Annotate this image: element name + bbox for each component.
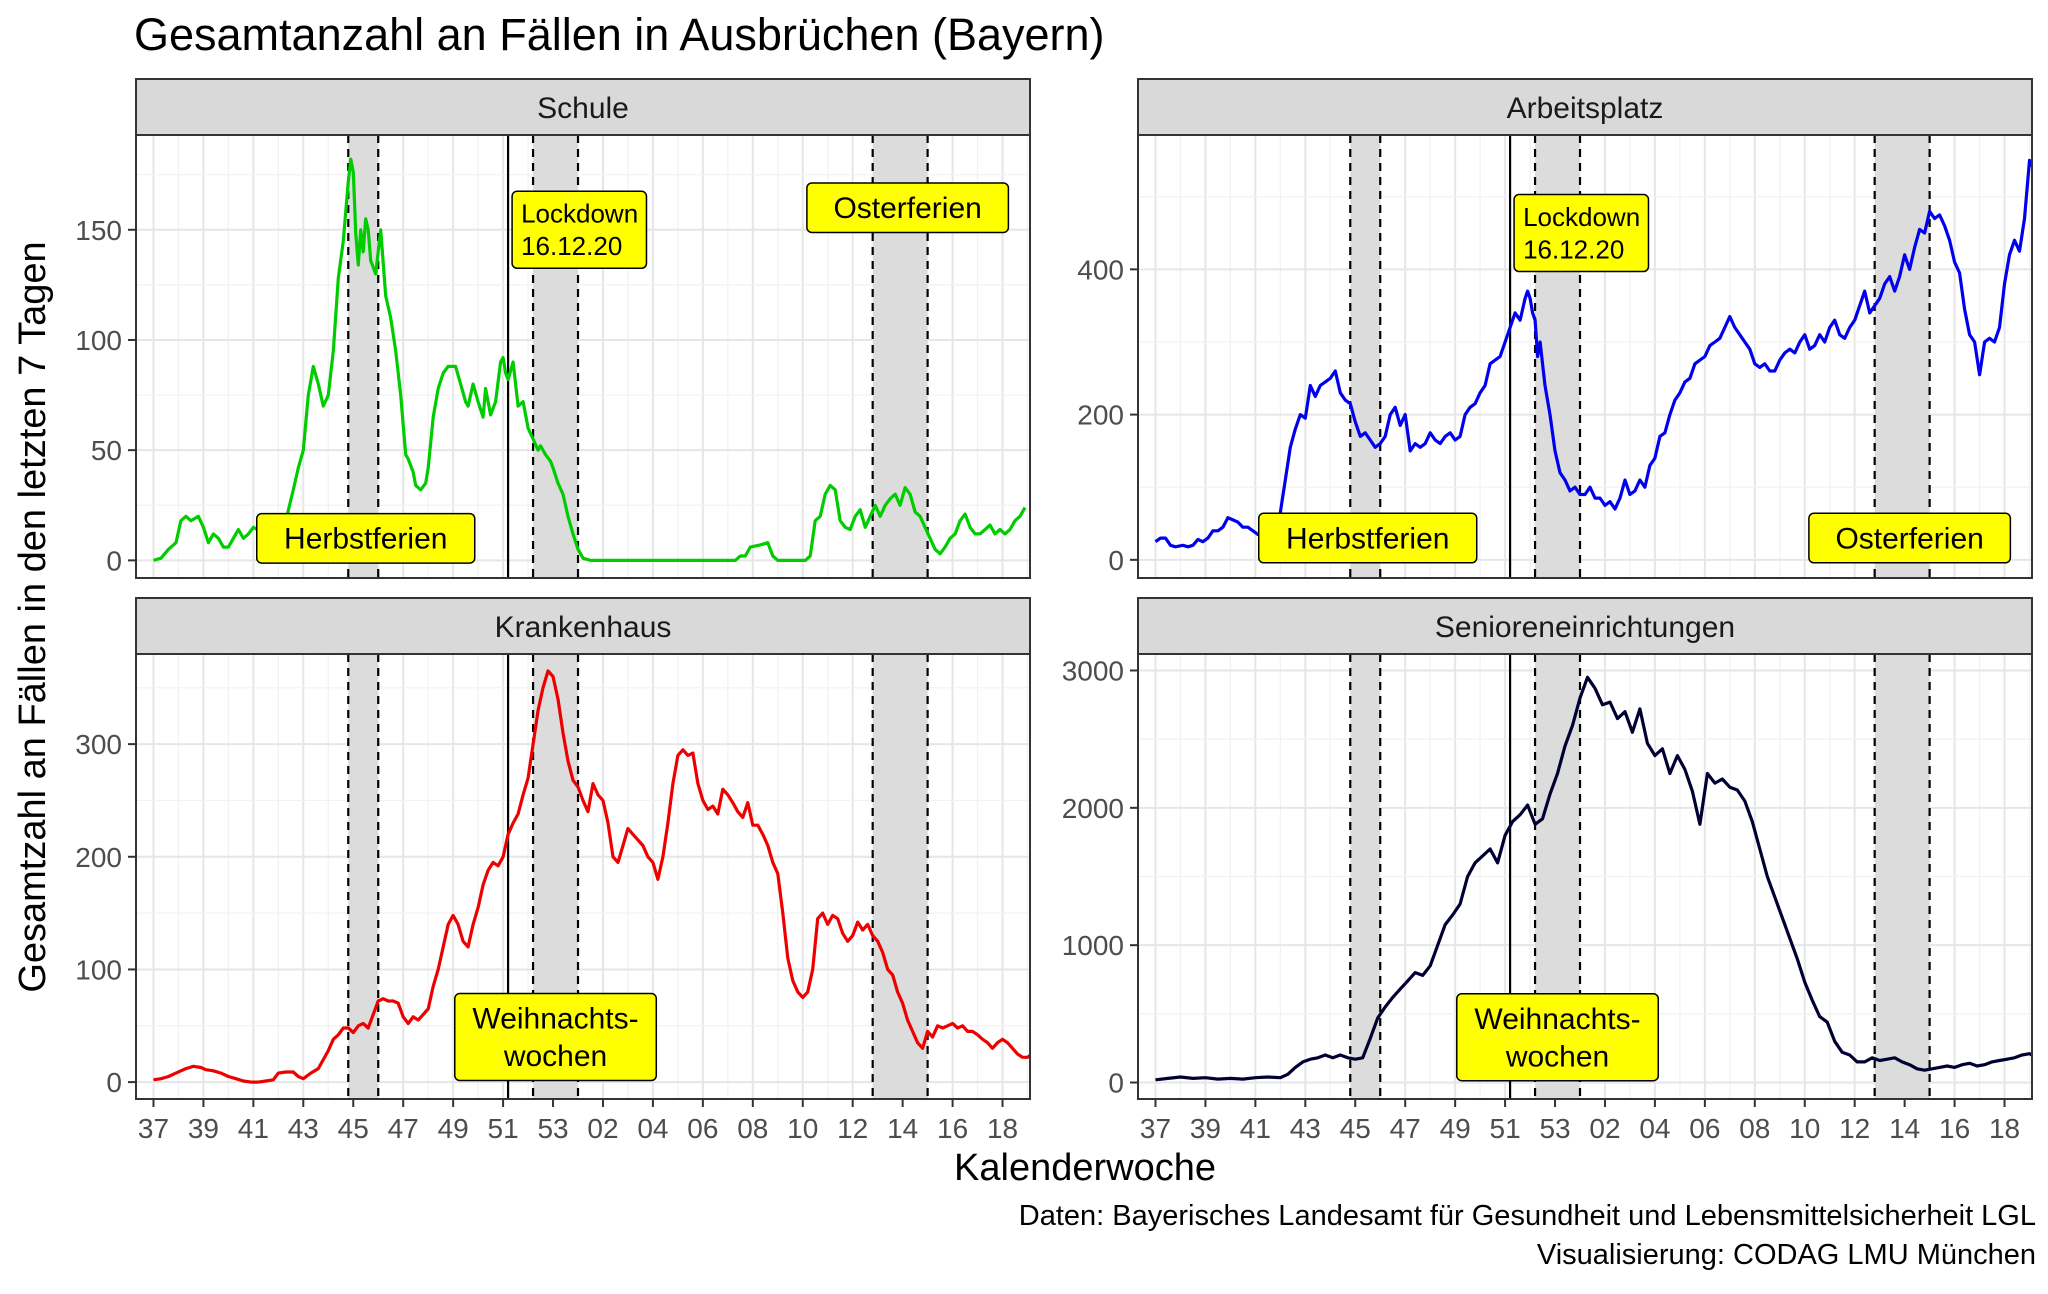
holiday-band (348, 135, 378, 578)
facet-title: Arbeitsplatz (1507, 92, 1664, 125)
panel-arbeitsplatz: Arbeitsplatz Herbstferien Lockdown16.12.20… (1077, 79, 2048, 578)
annotation-text: 16.12.20 (521, 231, 622, 261)
panels: SchuleHerbstferienLockdown16.12.20Osterf… (75, 79, 2048, 1144)
annotation-text: 16.12.20 (1523, 234, 1624, 264)
holiday-band (1875, 135, 1930, 578)
facet-title: Senioreneinrichtungen (1435, 611, 1735, 644)
x-tick-label: 02 (587, 1113, 618, 1144)
x-tick-label: 47 (1390, 1113, 1421, 1144)
annotation-label: Weihnachts-wochen (455, 994, 657, 1081)
annotation-text: Osterferien (833, 192, 981, 225)
x-tick-label: 41 (1240, 1113, 1271, 1144)
x-tick-label: 43 (288, 1113, 319, 1144)
holiday-band (1350, 135, 1380, 578)
x-tick-label: 14 (1889, 1113, 1920, 1144)
x-tick-label: 04 (1639, 1113, 1670, 1144)
x-tick-label: 43 (1290, 1113, 1321, 1144)
x-tick-label: 49 (438, 1113, 469, 1144)
y-tick-label: 0 (1108, 545, 1124, 576)
annotation-text: Herbstferien (1286, 522, 1449, 555)
x-tick-label: 53 (537, 1113, 568, 1144)
x-tick-label: 41 (238, 1113, 269, 1144)
holiday-band (873, 654, 928, 1099)
annotation-text: Weihnachts- (1474, 1003, 1640, 1036)
x-tick-label: 10 (787, 1113, 818, 1144)
annotation-label: Osterferien (1809, 513, 2011, 563)
y-tick-label: 1000 (1062, 930, 1124, 961)
y-tick-label: 3000 (1062, 655, 1124, 686)
x-tick-label: 51 (1490, 1113, 1521, 1144)
x-tick-label: 12 (837, 1113, 868, 1144)
y-tick-label: 100 (75, 954, 122, 985)
annotation-text: Lockdown (521, 198, 638, 228)
x-tick-label: 39 (188, 1113, 219, 1144)
annotation-text: Weihnachts- (472, 1003, 638, 1036)
y-tick-label: 400 (1077, 254, 1124, 285)
x-tick-label: 18 (1989, 1113, 2020, 1144)
x-tick-label: 49 (1440, 1113, 1471, 1144)
y-tick-label: 50 (91, 435, 122, 466)
annotation-label: Osterferien (807, 183, 1009, 233)
annotation-text: wochen (503, 1040, 607, 1073)
caption-line-2: Visualisierung: CODAG LMU München (1537, 1239, 2036, 1271)
x-tick-label: 06 (687, 1113, 718, 1144)
x-tick-label: 51 (488, 1113, 519, 1144)
x-tick-label: 16 (937, 1113, 968, 1144)
x-tick-label: 16 (1939, 1113, 1970, 1144)
annotation-text: Osterferien (1835, 522, 1983, 555)
x-tick-label: 45 (1340, 1113, 1371, 1144)
y-tick-label: 300 (75, 729, 122, 760)
x-tick-label: 53 (1539, 1113, 1570, 1144)
annotation-text: wochen (1505, 1040, 1609, 1073)
chart-title: Gesamtanzahl an Fällen in Ausbrüchen (Ba… (134, 9, 1105, 60)
annotation-text: Herbstferien (284, 523, 447, 556)
x-tick-label: 45 (338, 1113, 369, 1144)
facet-title: Krankenhaus (495, 611, 672, 644)
facet-title: Schule (537, 92, 629, 125)
x-tick-label: 08 (1739, 1113, 1770, 1144)
x-tick-label: 02 (1589, 1113, 1620, 1144)
y-tick-label: 0 (1108, 1068, 1124, 1099)
y-tick-label: 100 (75, 325, 122, 356)
x-tick-label: 08 (737, 1113, 768, 1144)
x-tick-label: 39 (1190, 1113, 1221, 1144)
panel-senioreneinrichtungen: Senioreneinrichtungen Weihnachts-wochen 0 1… (1062, 598, 2048, 1144)
annotation-label: Herbstferien (1259, 513, 1477, 563)
y-tick-label: 150 (75, 215, 122, 246)
y-tick-label: 0 (106, 1067, 122, 1098)
x-tick-label: 04 (637, 1113, 668, 1144)
caption-line-1: Daten: Bayerisches Landesamt für Gesundh… (1019, 1200, 2036, 1232)
annotation-label: Herbstferien (257, 514, 475, 564)
annotation-label: Weihnachts-wochen (1457, 994, 1659, 1081)
x-tick-label: 47 (388, 1113, 419, 1144)
panel-krankenhaus: Krankenhaus Weihnachts-wochen 0 100 200 300 37… (75, 598, 1087, 1144)
x-axis-title: Kalenderwoche (954, 1147, 1216, 1189)
y-tick-label: 200 (1077, 400, 1124, 431)
x-tick-label: 12 (1839, 1113, 1870, 1144)
holiday-band (1350, 654, 1380, 1099)
holiday-band (1875, 654, 1930, 1099)
x-tick-label: 37 (138, 1113, 169, 1144)
x-tick-label: 14 (887, 1113, 918, 1144)
x-tick-label: 37 (1140, 1113, 1171, 1144)
y-axis-title: Gesamtzahl an Fällen in den letzten 7 Ta… (12, 241, 54, 992)
y-tick-label: 0 (106, 545, 122, 576)
x-tick-label: 06 (1689, 1113, 1720, 1144)
x-tick-label: 18 (987, 1113, 1018, 1144)
y-tick-label: 2000 (1062, 793, 1124, 824)
y-tick-label: 200 (75, 842, 122, 873)
x-tick-label: 10 (1789, 1113, 1820, 1144)
annotation-text: Lockdown (1523, 202, 1640, 232)
